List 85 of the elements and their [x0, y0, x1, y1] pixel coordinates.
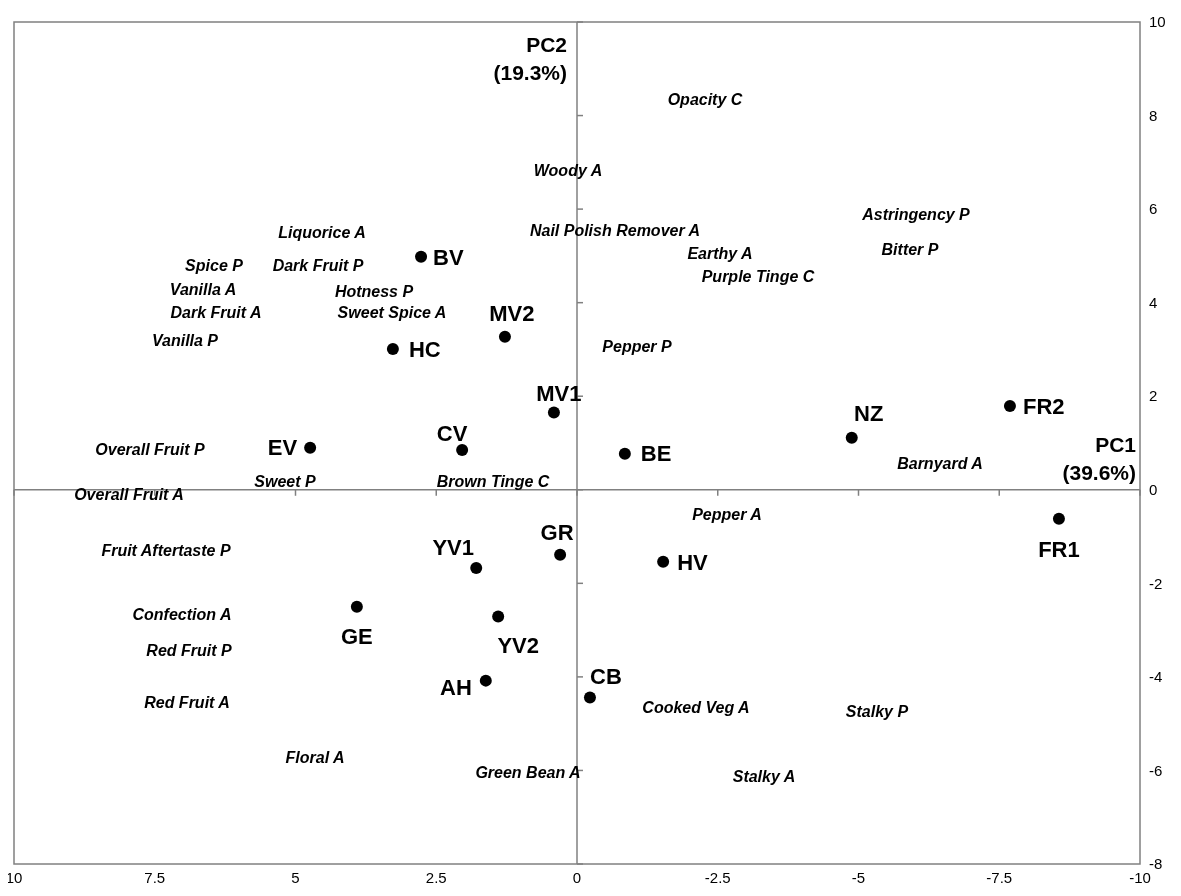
annotation: Dark Fruit A	[170, 303, 262, 321]
y-tick-label: -6	[1149, 761, 1163, 779]
annotation: Bitter P	[881, 240, 939, 258]
series-label: CV	[436, 420, 468, 446]
y-tick-label: -4	[1149, 668, 1163, 686]
x-tick-label: -2.5	[704, 869, 731, 886]
annotation: Stalky P	[845, 702, 909, 720]
annotation: Cooked Veg A	[642, 698, 750, 716]
series-label: MV1	[536, 381, 582, 407]
series-label: NZ	[854, 400, 884, 426]
annotation: Liquorice A	[278, 223, 366, 241]
x-tick-label: -7.5	[986, 869, 1013, 886]
point	[492, 610, 505, 623]
annotation: Floral A	[285, 748, 345, 766]
annotation: Vanilla P	[151, 331, 219, 349]
y-axis-title: PC2 (19.3%)	[493, 33, 567, 84]
annotation: Sweet P	[254, 472, 317, 490]
x-tick-label: -5	[851, 869, 866, 886]
y-tick-label: -8	[1149, 855, 1163, 873]
x-tick-label: 7.5	[144, 869, 166, 886]
point	[350, 600, 363, 613]
annotation: Fruit Aftertaste P	[101, 541, 231, 559]
y-tick-label: 10	[1149, 13, 1166, 31]
x-tick-label: 5	[291, 869, 300, 886]
point	[554, 548, 567, 561]
point	[845, 431, 858, 444]
series-label: EV	[267, 435, 298, 461]
annotation: Pepper P	[602, 337, 673, 355]
annotation: Barnyard A	[897, 454, 983, 472]
y-tick-label: 6	[1149, 200, 1158, 218]
point	[498, 330, 511, 343]
annotation: Spice P	[185, 256, 244, 274]
y-tick-label: 0	[1149, 481, 1158, 499]
annotation: Overall Fruit P	[95, 440, 206, 458]
point	[657, 555, 670, 568]
point	[456, 444, 469, 457]
x-axis-title: PC1 (39.6%)	[1062, 432, 1137, 484]
annotation: Red Fruit P	[146, 641, 232, 659]
annotation: Opacity C	[667, 90, 743, 108]
annotation: Vanilla A	[169, 280, 237, 298]
point	[415, 250, 428, 263]
annotation: Purple Tinge C	[701, 267, 815, 285]
point	[479, 674, 492, 687]
series-label: HV	[677, 549, 709, 575]
x-tick-label: 0	[572, 869, 582, 886]
series-label: FR1	[1038, 537, 1080, 563]
y-tick-label: 4	[1149, 293, 1158, 311]
annotation: Woody A	[533, 161, 603, 179]
series-label: HC	[408, 336, 441, 362]
y-tick-label: 8	[1149, 106, 1158, 124]
series-label: GR	[540, 520, 574, 546]
point	[583, 691, 596, 704]
annotation: Overall Fruit A	[74, 485, 184, 503]
series-label: AH	[440, 675, 472, 701]
point	[1003, 400, 1016, 413]
series-label: FR2	[1022, 393, 1065, 419]
y-tick-label: 2	[1149, 387, 1158, 405]
annotation: Green Bean A	[475, 763, 581, 781]
x-tick-label: -10	[1129, 869, 1151, 886]
point	[304, 441, 317, 454]
annotation: Dark Fruit P	[272, 256, 364, 274]
series-label: YV2	[497, 633, 539, 659]
series-label: BE	[640, 441, 672, 467]
series-label: BV	[433, 244, 464, 270]
y-tick-label: -2	[1149, 574, 1163, 592]
point	[547, 406, 560, 419]
annotation: Hotness P	[334, 282, 414, 300]
series-label: GE	[340, 624, 373, 650]
point	[618, 447, 631, 460]
annotation: Stalky A	[732, 767, 796, 785]
annotation: Sweet Spice A	[337, 303, 447, 321]
point	[386, 342, 399, 355]
annotation: Astringency P	[861, 205, 971, 223]
series-label: CB	[590, 664, 622, 690]
annotation: Nail Polish Remover A	[529, 221, 701, 239]
point	[1052, 512, 1065, 525]
series-label: YV1	[432, 534, 475, 560]
annotation: Confection A	[132, 605, 232, 623]
annotation: Earthy A	[687, 244, 753, 262]
point	[470, 561, 483, 574]
annotation: Red Fruit A	[144, 693, 230, 711]
x-tick-label: 2.5	[425, 869, 447, 886]
annotation: Brown Tinge C	[436, 472, 550, 490]
annotation: Pepper A	[692, 505, 762, 523]
series-label: MV2	[489, 300, 535, 326]
